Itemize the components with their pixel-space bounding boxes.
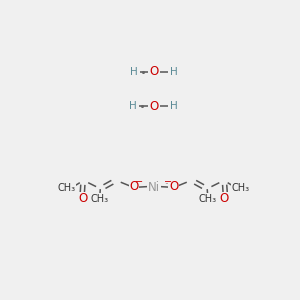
Text: O: O xyxy=(169,180,178,193)
Text: CH₃: CH₃ xyxy=(199,194,217,204)
Text: CH₃: CH₃ xyxy=(58,183,76,193)
Text: CH₃: CH₃ xyxy=(232,183,250,193)
Text: O: O xyxy=(149,100,158,113)
Text: −: − xyxy=(164,177,172,187)
Text: ++: ++ xyxy=(164,178,178,188)
Text: O: O xyxy=(149,65,158,78)
Text: O: O xyxy=(79,192,88,206)
Text: O: O xyxy=(220,192,229,206)
Text: H: H xyxy=(130,67,138,77)
Text: Ni: Ni xyxy=(148,181,160,194)
Text: O: O xyxy=(129,180,139,193)
Text: −: − xyxy=(135,177,143,187)
Text: H: H xyxy=(170,101,178,112)
Text: CH₃: CH₃ xyxy=(91,194,109,204)
Text: H: H xyxy=(129,101,137,112)
Text: H: H xyxy=(169,67,177,77)
